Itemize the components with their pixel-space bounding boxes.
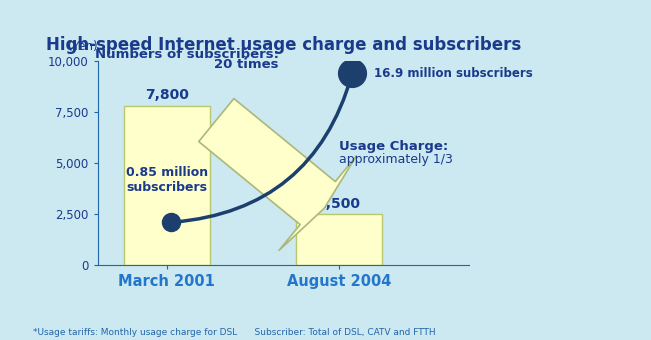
Title: High-speed Internet usage charge and subscribers: High-speed Internet usage charge and sub… xyxy=(46,36,521,54)
FancyArrowPatch shape xyxy=(174,76,352,222)
Text: approximately 1/3: approximately 1/3 xyxy=(339,153,453,166)
Text: 16.9 million subscribers: 16.9 million subscribers xyxy=(374,67,533,80)
Text: 7,800: 7,800 xyxy=(145,88,189,102)
Text: (Yen): (Yen) xyxy=(68,40,98,53)
Text: Usage Charge:: Usage Charge: xyxy=(339,140,449,153)
Bar xyxy=(296,214,382,265)
Text: 0.85 million
subscribers: 0.85 million subscribers xyxy=(126,166,208,193)
Text: 20 times: 20 times xyxy=(214,58,279,71)
Text: 2,500: 2,500 xyxy=(317,197,361,210)
Bar xyxy=(124,106,210,265)
Text: *Usage tariffs: Monthly usage charge for DSL      Subscriber: Total of DSL, CATV: *Usage tariffs: Monthly usage charge for… xyxy=(33,328,435,337)
Text: Numbers of subscribers:: Numbers of subscribers: xyxy=(95,48,279,61)
